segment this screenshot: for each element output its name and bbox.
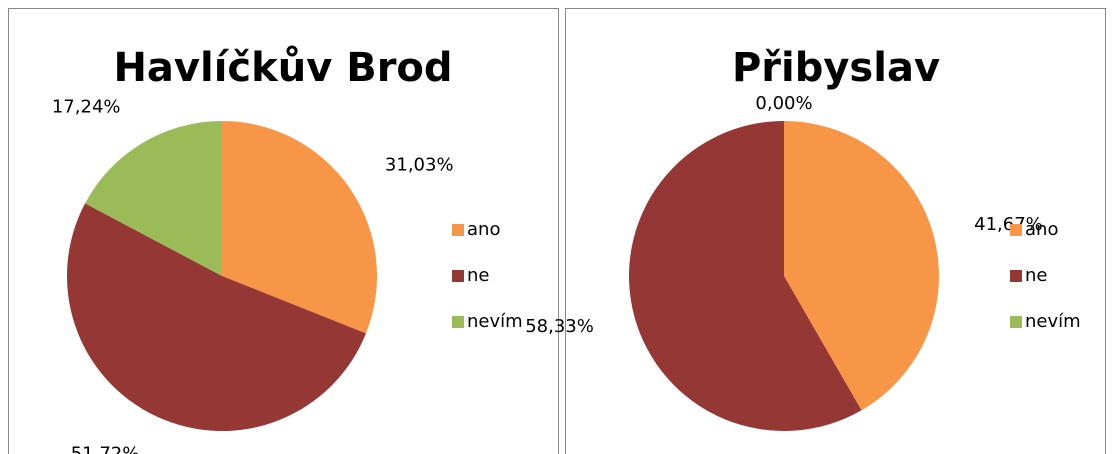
pie-slice xyxy=(85,120,222,276)
legend-swatch xyxy=(1010,316,1022,328)
data-label: 31,03% xyxy=(385,155,454,176)
legend-label: nevím xyxy=(1025,311,1081,332)
data-label: 58,33% xyxy=(525,316,594,337)
pie-slice xyxy=(67,203,366,431)
data-label: 17,24% xyxy=(52,96,121,117)
legend-label: nevím xyxy=(467,311,523,332)
legend-swatch xyxy=(452,316,464,328)
data-label: 51,72% xyxy=(71,444,140,454)
data-label: 41,67% xyxy=(974,214,1043,235)
pie-slice xyxy=(784,121,939,411)
legend-label: ne xyxy=(467,265,489,286)
legend-label: ne xyxy=(1025,265,1047,286)
chart-title: Havlíčkův Brod xyxy=(113,44,452,91)
legend-swatch xyxy=(452,270,464,282)
legend-swatch xyxy=(1010,270,1022,282)
pie-slice xyxy=(628,121,862,431)
data-label: 0,00% xyxy=(755,93,812,114)
legend-swatch xyxy=(452,224,464,236)
pie-slice xyxy=(222,121,377,334)
chart-title: Přibyslav xyxy=(732,45,940,91)
legend-label: ano xyxy=(1025,219,1058,240)
legend-swatch xyxy=(1010,224,1022,236)
legend-label: ano xyxy=(467,219,500,240)
